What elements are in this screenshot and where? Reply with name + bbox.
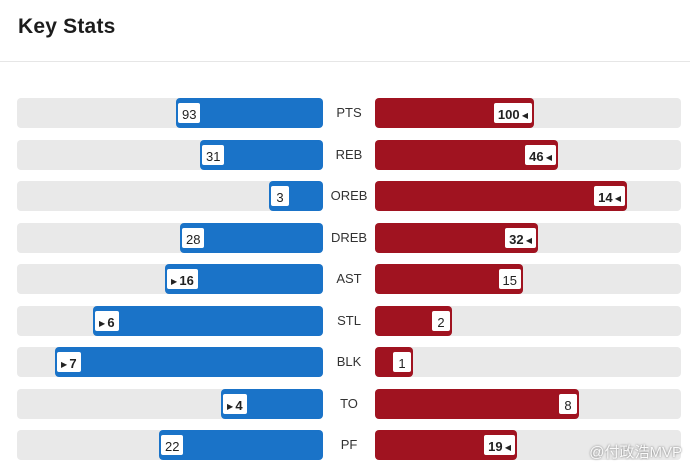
stat-row-oreb: 3 OREB 14 ◀ (0, 181, 690, 211)
leader-arrow-icon: ▶ (171, 277, 180, 286)
away-value-text: 7 (69, 356, 77, 371)
stat-label-blk: BLK (336, 354, 362, 369)
home-value-ast: 15 (496, 267, 523, 291)
away-value-text: 22 (165, 439, 180, 454)
home-track-dreb: 32 ◀ (375, 222, 681, 253)
away-track-stl: ▶ 6 (17, 305, 323, 336)
away-value-pf: 22 (159, 433, 186, 457)
stat-row-to: ▶ 4 TO 8 (0, 388, 690, 419)
home-track-blk: 1 (375, 347, 681, 377)
leader-arrow-icon: ▶ (61, 360, 70, 369)
home-track-stl: 2 (375, 305, 681, 336)
stat-row-pts: 93 PTS 100 ◀ (0, 98, 690, 128)
home-track-oreb: 14 ◀ (375, 181, 681, 211)
stat-row-reb: 31 REB 46 ◀ (0, 139, 690, 170)
stat-row-dreb: 28 DREB 32 ◀ (0, 222, 690, 253)
home-value-stl: 2 (430, 308, 452, 333)
stat-label-reb: REB (335, 146, 363, 162)
away-track-dreb: 28 (17, 222, 323, 253)
home-track-reb: 46 ◀ (375, 139, 681, 170)
away-value-to: ▶ 4 (221, 391, 249, 416)
home-bar-to (375, 388, 579, 419)
home-value-reb: 46 ◀ (523, 142, 558, 167)
away-value-text: 28 (186, 231, 201, 247)
leader-arrow-icon: ◀ (543, 152, 552, 162)
home-value-text: 100 (497, 107, 520, 122)
home-value-text: 15 (502, 273, 517, 288)
away-track-pf: 22 (17, 430, 323, 460)
stat-label-dreb: DREB (330, 229, 368, 245)
watermark: @付政浩MVP (589, 444, 682, 461)
header: Key Stats (0, 0, 690, 62)
leader-arrow-icon: ◀ (519, 111, 528, 120)
away-value-text: 3 (276, 190, 284, 205)
page-title: Key Stats (18, 15, 116, 38)
home-value-oreb: 14 ◀ (592, 184, 627, 208)
stat-label-ast: AST (336, 271, 362, 286)
leader-arrow-icon: ◀ (612, 194, 621, 203)
away-track-to: ▶ 4 (17, 388, 323, 419)
leader-arrow-icon: ▶ (227, 401, 236, 411)
leader-arrow-icon: ▶ (99, 318, 108, 328)
home-value-text: 19 (488, 439, 503, 454)
away-value-text: 6 (107, 314, 115, 330)
home-value-text: 2 (437, 314, 445, 330)
home-value-text: 1 (398, 356, 406, 371)
away-value-stl: ▶ 6 (93, 308, 121, 333)
away-track-blk: ▶ 7 (17, 347, 323, 377)
home-bar-oreb (375, 181, 627, 211)
home-value-text: 32 (509, 231, 524, 247)
home-track-pts: 100 ◀ (375, 98, 681, 128)
leader-arrow-icon: ◀ (502, 443, 511, 452)
stat-label-pf: PF (340, 437, 358, 452)
away-value-oreb: 3 (269, 184, 291, 208)
home-track-pf: 19 ◀ (375, 430, 681, 460)
home-value-blk: 1 (391, 350, 413, 374)
stat-row-stl: ▶ 6 STL 2 (0, 305, 690, 336)
away-value-text: 31 (206, 148, 221, 164)
home-value-dreb: 32 ◀ (503, 225, 538, 250)
stat-row-pf: 22 PF 19 ◀ (0, 430, 690, 460)
home-value-pf: 19 ◀ (482, 433, 517, 457)
away-bar-pf (159, 430, 323, 460)
leader-arrow-icon: ◀ (523, 235, 532, 245)
away-bar-blk (55, 347, 323, 377)
away-value-blk: ▶ 7 (55, 350, 83, 374)
away-track-oreb: 3 (17, 181, 323, 211)
away-track-reb: 31 (17, 139, 323, 170)
stat-row-ast: ▶ 16 AST 15 (0, 264, 690, 294)
home-track-to: 8 (375, 388, 681, 419)
home-value-to: 8 (557, 391, 579, 416)
home-track-ast: 15 (375, 264, 681, 294)
away-bar-stl (93, 305, 323, 336)
stat-label-stl: STL (337, 312, 361, 328)
away-value-pts: 93 (176, 101, 203, 125)
away-track-ast: ▶ 16 (17, 264, 323, 294)
stat-row-blk: ▶ 7 BLK 1 (0, 347, 690, 377)
home-value-text: 8 (564, 397, 572, 413)
away-value-ast: ▶ 16 (165, 267, 200, 291)
home-value-text: 14 (598, 190, 613, 205)
away-value-dreb: 28 (180, 225, 207, 250)
stat-label-to: TO (340, 395, 358, 411)
home-value-text: 46 (529, 148, 544, 164)
away-value-reb: 31 (200, 142, 227, 167)
away-value-text: 16 (179, 273, 194, 288)
stat-label-oreb: OREB (330, 188, 368, 203)
home-value-pts: 100 ◀ (491, 101, 534, 125)
away-value-text: 4 (235, 397, 243, 413)
away-track-pts: 93 (17, 98, 323, 128)
stat-label-pts: PTS (336, 105, 362, 120)
away-value-text: 93 (182, 107, 197, 122)
